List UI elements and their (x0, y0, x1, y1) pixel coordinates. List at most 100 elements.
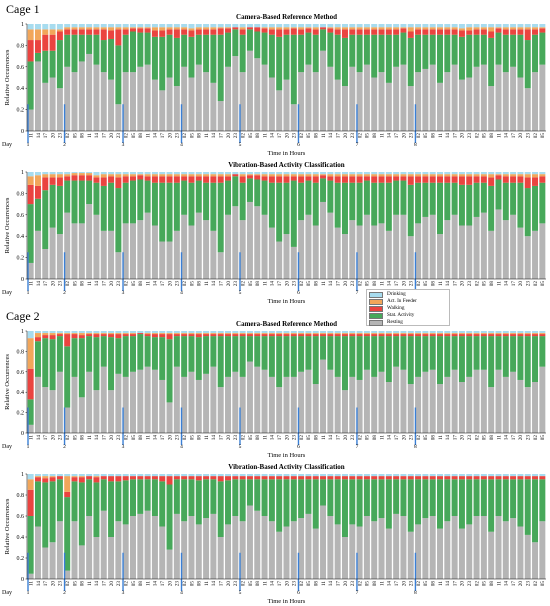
x-tick-label: 08 (372, 133, 378, 139)
bar-segment-resting (451, 64, 458, 131)
bar-segment-act-in-feeder (144, 27, 151, 29)
bar-segment-act-in-feeder (356, 174, 363, 177)
bar-segment-resting (363, 64, 370, 131)
bar-segment-walking (254, 334, 261, 337)
bar-segment-stat-activity (539, 479, 546, 522)
bar-segment-walking (283, 476, 290, 480)
bar-segment-stat-activity (261, 336, 268, 370)
day-label: 8 (414, 142, 417, 148)
bar-segment-drinking (254, 331, 261, 334)
bar-segment-act-in-feeder (64, 476, 71, 492)
bar-segment-drinking (524, 24, 531, 28)
bar-segment-drinking (144, 24, 151, 28)
bar-segment-resting (341, 234, 348, 279)
bar-segment-act-in-feeder (378, 174, 385, 177)
bar-segment-drinking (517, 474, 524, 477)
x-tick-label: 08 (431, 435, 437, 441)
bar-segment-drinking (166, 172, 173, 175)
bar-segment-stat-activity (115, 481, 122, 522)
bar-segment-drinking (71, 474, 78, 477)
bar-segment-act-in-feeder (334, 174, 341, 177)
bar-segment-resting (480, 516, 487, 579)
bar-segment-walking (363, 29, 370, 35)
chart-title: Camera-Based Reference Method (236, 13, 337, 21)
bar-segment-act-in-feeder (334, 333, 341, 335)
bar-segment-walking (415, 334, 422, 337)
bar-segment-walking (173, 334, 180, 337)
bar-segment-act-in-feeder (334, 27, 341, 30)
bar-segment-act-in-feeder (93, 27, 100, 30)
bar-segment-act-in-feeder (78, 173, 85, 176)
bar-segment-resting (371, 376, 378, 433)
bar-segment-stat-activity (246, 29, 253, 51)
bar-segment-act-in-feeder (195, 27, 202, 30)
bar-segment-walking (188, 176, 195, 183)
bar-segment-stat-activity (532, 34, 539, 73)
bar-segment-drinking (458, 474, 465, 477)
bar-segment-drinking (137, 474, 144, 477)
bar-segment-drinking (108, 331, 115, 334)
bar-segment-resting (415, 376, 422, 433)
bar-segment-resting (341, 537, 348, 579)
x-tick-label: 02 (65, 435, 71, 441)
bar-segment-walking (239, 29, 246, 35)
bar-segment-walking (144, 28, 151, 33)
bar-segment-drinking (312, 474, 319, 477)
bar-segment-act-in-feeder (42, 333, 49, 336)
bar-segment-stat-activity (137, 179, 144, 221)
bar-segment-act-in-feeder (27, 176, 34, 185)
bar-segment-stat-activity (517, 479, 524, 527)
x-tick-label: 08 (138, 281, 144, 287)
bar-segment-walking (151, 30, 158, 37)
bar-segment-resting (320, 359, 327, 433)
x-tick-label: 17 (160, 435, 166, 441)
bar-segment-act-in-feeder (290, 333, 297, 335)
bar-segment-resting (93, 537, 100, 579)
bar-segment-drinking (517, 24, 524, 28)
bar-segment-act-in-feeder (393, 27, 400, 30)
bar-segment-resting (400, 64, 407, 131)
x-tick-label: 05 (482, 581, 488, 587)
bar-segment-stat-activity (437, 182, 443, 235)
bar-segment-walking (203, 29, 210, 35)
bar-segment-resting (305, 214, 312, 279)
bar-segment-stat-activity (225, 480, 232, 525)
bar-segment-drinking (71, 172, 78, 174)
bar-segment-drinking (349, 172, 356, 175)
bar-segment-stat-activity (203, 336, 210, 374)
bar-segment-stat-activity (159, 182, 166, 242)
bar-segment-drinking (100, 331, 107, 334)
day-label: 7 (356, 444, 359, 450)
bar-segment-drinking (341, 24, 348, 28)
x-tick-label: 20 (518, 435, 524, 441)
bar-segment-drinking (151, 474, 158, 477)
bar-segment-walking (422, 334, 429, 337)
bar-segment-stat-activity (400, 180, 407, 215)
x-tick-label: 20 (518, 133, 524, 139)
bar-segment-walking (385, 176, 392, 183)
x-tick-label: 02 (357, 581, 363, 587)
bar-segment-resting (159, 379, 166, 433)
bar-segment-resting (400, 369, 407, 433)
bar-segment-stat-activity (480, 182, 487, 213)
bar-segment-walking (254, 476, 261, 480)
bar-segment-walking (173, 29, 180, 38)
bar-segment-resting (524, 534, 531, 579)
bar-segment-stat-activity (488, 479, 495, 532)
bar-segment-drinking (400, 474, 407, 477)
bar-segment-act-in-feeder (56, 174, 63, 178)
bar-segment-drinking (488, 24, 495, 28)
bar-segment-stat-activity (305, 479, 312, 514)
bar-segment-resting (422, 371, 429, 433)
bar-segment-stat-activity (480, 34, 487, 65)
x-tick-label: 14 (270, 281, 276, 287)
bar-segment-act-in-feeder (27, 338, 34, 369)
bar-segment-resting (49, 542, 56, 579)
x-tick-label: 11 (87, 133, 93, 138)
x-tick-label: 05 (248, 281, 254, 287)
bar-segment-resting (100, 510, 107, 579)
bar-segment-resting (473, 66, 480, 131)
bar-segment-walking (334, 334, 341, 337)
bar-segment-resting (56, 371, 63, 433)
x-tick-label: 08 (489, 133, 495, 139)
